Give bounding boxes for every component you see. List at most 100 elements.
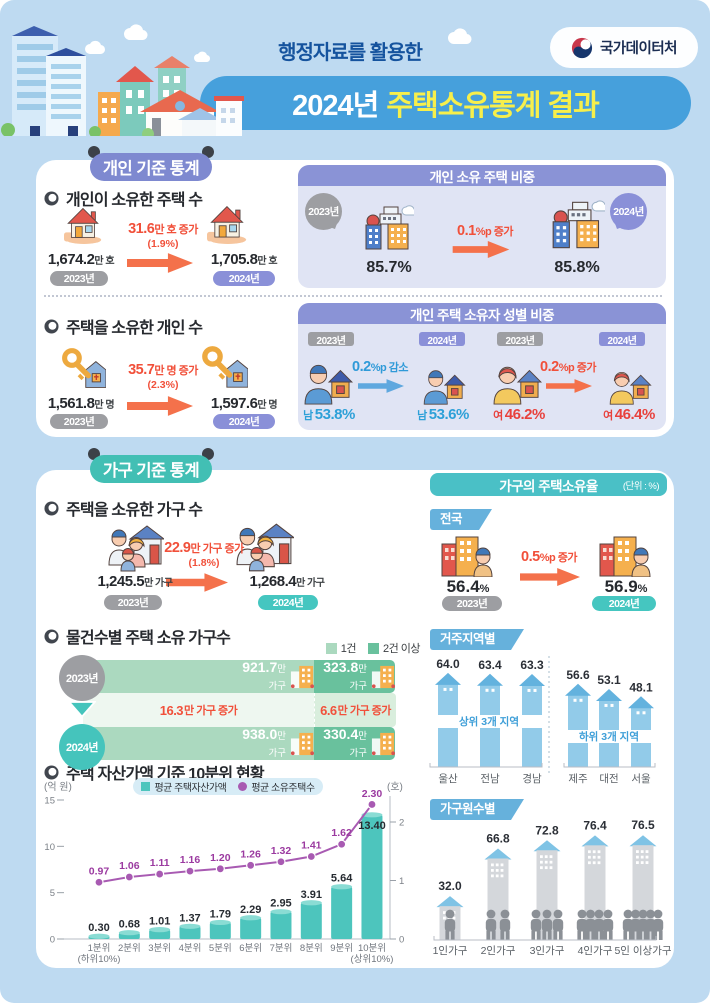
bullet-icon xyxy=(44,628,59,644)
houses-change: 31.6만 호 증가 xyxy=(128,221,198,237)
bullet-icon xyxy=(44,500,59,516)
svg-text:63.4: 63.4 xyxy=(478,658,502,672)
increase-arrow-icon xyxy=(546,379,592,393)
tag-2024: 2024년 xyxy=(599,332,645,347)
houses-after-value: 1,705.8만 호 xyxy=(210,251,278,268)
heading-by-count: 물건수별 주택 소유 가구수 xyxy=(44,624,231,648)
tab-region: 거주지역별 xyxy=(430,629,524,650)
building-person-icon xyxy=(441,536,493,577)
key-house-icon xyxy=(202,346,248,388)
legend-swatch-line xyxy=(238,782,248,791)
buildings-icon xyxy=(552,200,605,249)
tag-2023: 2023년 xyxy=(308,332,354,347)
increase-arrow-icon xyxy=(452,241,510,258)
owners-before-value: 1,561.8만 명 xyxy=(47,395,115,412)
svg-text:0: 0 xyxy=(50,935,55,946)
heading-owning-households: 주택을 소유한 가구 수 xyxy=(44,496,203,520)
man-house-icon xyxy=(304,364,353,405)
apartment-icon xyxy=(290,665,314,688)
down-arrow-icon xyxy=(67,701,97,718)
gender-subpanel xyxy=(298,303,666,430)
key-house-icon xyxy=(62,348,106,388)
count-legend: 1건 2건 이상 xyxy=(250,640,421,656)
svg-text:울산: 울산 xyxy=(438,773,458,785)
bubble-2024: 2024년 xyxy=(609,193,647,237)
bullet-icon xyxy=(44,190,59,206)
legend-swatch-bar xyxy=(141,782,151,791)
household-size-chart: 32.0 1인가구 66.8 2인가구 72.8 3인가구 76.4 4인가구 76.5 5인 이… xyxy=(433,820,672,957)
svg-text:72.8: 72.8 xyxy=(535,823,559,837)
legend-swatch-two xyxy=(367,642,379,654)
svg-text:1.06: 1.06 xyxy=(119,860,140,872)
svg-text:5인 이상가구: 5인 이상가구 xyxy=(614,945,671,957)
year-pill-2023: 2023년 xyxy=(104,595,162,610)
share-before-value: 85.7% xyxy=(366,259,412,276)
svg-text:5.64: 5.64 xyxy=(331,873,353,885)
decrease-arrow-icon xyxy=(358,379,404,393)
divider xyxy=(44,295,662,297)
svg-text:1.20: 1.20 xyxy=(210,852,231,864)
increase-arrow-icon xyxy=(520,568,580,586)
svg-text:경남: 경남 xyxy=(522,772,542,785)
svg-text:76.4: 76.4 xyxy=(583,820,607,832)
svg-text:1.01: 1.01 xyxy=(149,916,170,928)
woman-house-icon xyxy=(493,366,542,405)
svg-text:1.79: 1.79 xyxy=(210,908,231,920)
svg-text:10분위: 10분위 xyxy=(358,942,386,954)
bubble-2023: 2023년 xyxy=(305,193,343,237)
svg-text:2.95: 2.95 xyxy=(270,898,291,910)
gender-female-change: 0.2%p 증가 xyxy=(540,359,596,375)
header-kicker: 행정자료를 활용한 xyxy=(278,42,423,64)
agency-badge: 국가데이터처 xyxy=(550,27,698,68)
households-change: 22.9만 가구 증가 xyxy=(164,540,244,556)
agency-name: 국가데이터처 xyxy=(599,41,678,57)
heading-house-owners: 주택을 소유한 개인 수 xyxy=(44,314,203,338)
houses-change-pct: (1.9%) xyxy=(147,238,179,250)
year-pill-2024: 2024년 xyxy=(592,596,656,611)
svg-text:1.26: 1.26 xyxy=(240,848,261,860)
national-change: 0.5%p 증가 xyxy=(521,549,577,565)
man-house-icon xyxy=(423,370,466,405)
count-bar-segment: 323.8만 가구 xyxy=(314,659,395,693)
left-axis-unit: (억 원) xyxy=(44,782,72,793)
svg-text:32.0: 32.0 xyxy=(438,879,462,893)
bullet-icon xyxy=(44,318,59,334)
svg-text:1분위: 1분위 xyxy=(88,942,111,954)
svg-text:제주: 제주 xyxy=(568,773,588,785)
gender-female-2023: 여 46.2% xyxy=(493,406,545,423)
apartment-icon xyxy=(290,732,314,755)
header-banner: 2024년 주택소유통계 결과 xyxy=(200,76,691,130)
house-hand-icon xyxy=(64,207,102,244)
svg-text:66.8: 66.8 xyxy=(486,831,510,845)
svg-text:56.6: 56.6 xyxy=(566,668,590,682)
family-house-icon xyxy=(108,525,164,572)
family-house-icon xyxy=(236,523,294,572)
national-after-value: 56.9% xyxy=(604,577,648,596)
tag-2024: 2024년 xyxy=(419,332,465,347)
owners-change-pct: (2.3%) xyxy=(147,379,179,391)
house-hand-icon xyxy=(207,205,247,244)
share-after-value: 85.8% xyxy=(554,259,600,276)
svg-text:5분위: 5분위 xyxy=(209,942,232,954)
svg-text:63.3: 63.3 xyxy=(520,658,544,672)
national-before-value: 56.4% xyxy=(446,577,490,596)
svg-text:(상위10%): (상위10%) xyxy=(351,953,394,965)
svg-text:0: 0 xyxy=(399,935,404,946)
households-after-value: 1,268.4만 가구 xyxy=(249,573,325,590)
decile-legend: 평균 주택자산가액 평균 소유주택수 xyxy=(133,778,323,795)
svg-text:2인가구: 2인가구 xyxy=(481,945,516,957)
year-pill-2023: 2023년 xyxy=(50,271,108,286)
svg-text:6분위: 6분위 xyxy=(239,942,262,954)
building-person-icon xyxy=(599,536,651,577)
tab-national: 전국 xyxy=(430,509,492,530)
svg-text:4분위: 4분위 xyxy=(179,942,202,954)
svg-text:1: 1 xyxy=(399,876,404,887)
svg-text:9분위: 9분위 xyxy=(330,942,353,954)
svg-text:2: 2 xyxy=(399,818,404,829)
agency-logo-icon xyxy=(571,37,593,58)
svg-text:53.1: 53.1 xyxy=(597,673,621,687)
svg-text:10: 10 xyxy=(44,842,55,853)
svg-text:전남: 전남 xyxy=(480,773,500,785)
svg-text:7분위: 7분위 xyxy=(270,942,293,954)
